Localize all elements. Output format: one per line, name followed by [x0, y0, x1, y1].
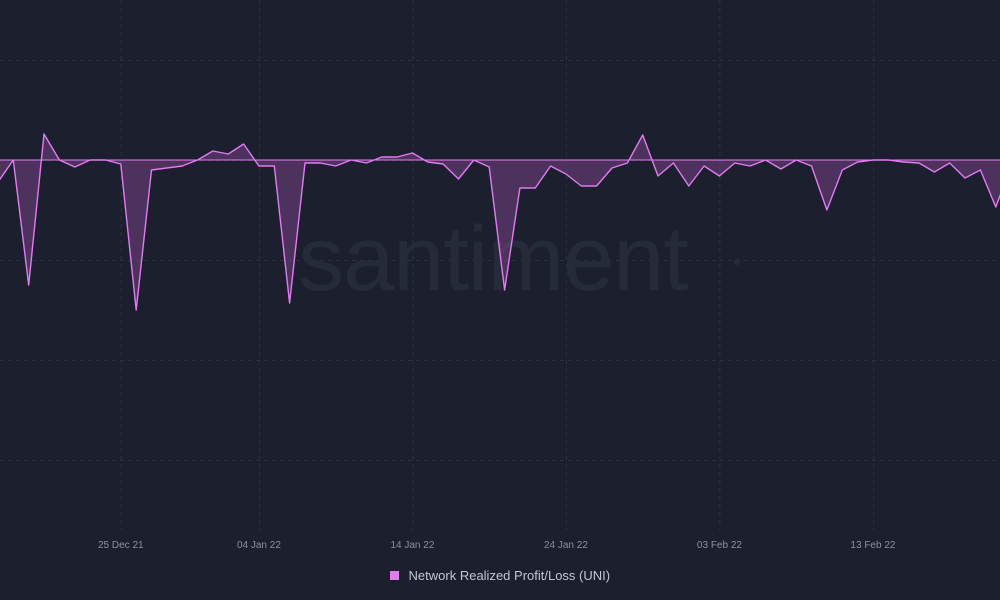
legend[interactable]: Network Realized Profit/Loss (UNI) [0, 568, 1000, 583]
x-tick-label: 14 Jan 22 [390, 540, 434, 551]
x-tick-label: 13 Feb 22 [850, 540, 895, 551]
x-tick-label: 04 Jan 22 [237, 540, 281, 551]
legend-label: Network Realized Profit/Loss (UNI) [408, 568, 611, 583]
legend-swatch [389, 571, 399, 580]
series-area [0, 134, 1000, 310]
x-axis-ticks: 25 Dec 21 04 Jan 22 14 Jan 22 24 Jan 22 03 F… [98, 540, 896, 551]
x-tick-label: 03 Feb 22 [697, 540, 742, 551]
x-tick-label: 24 Jan 22 [544, 540, 588, 551]
series-line [0, 133, 1000, 311]
watermark-dot [734, 259, 740, 265]
watermark: santiment [298, 208, 688, 310]
x-tick-label: 25 Dec 21 [98, 540, 144, 551]
